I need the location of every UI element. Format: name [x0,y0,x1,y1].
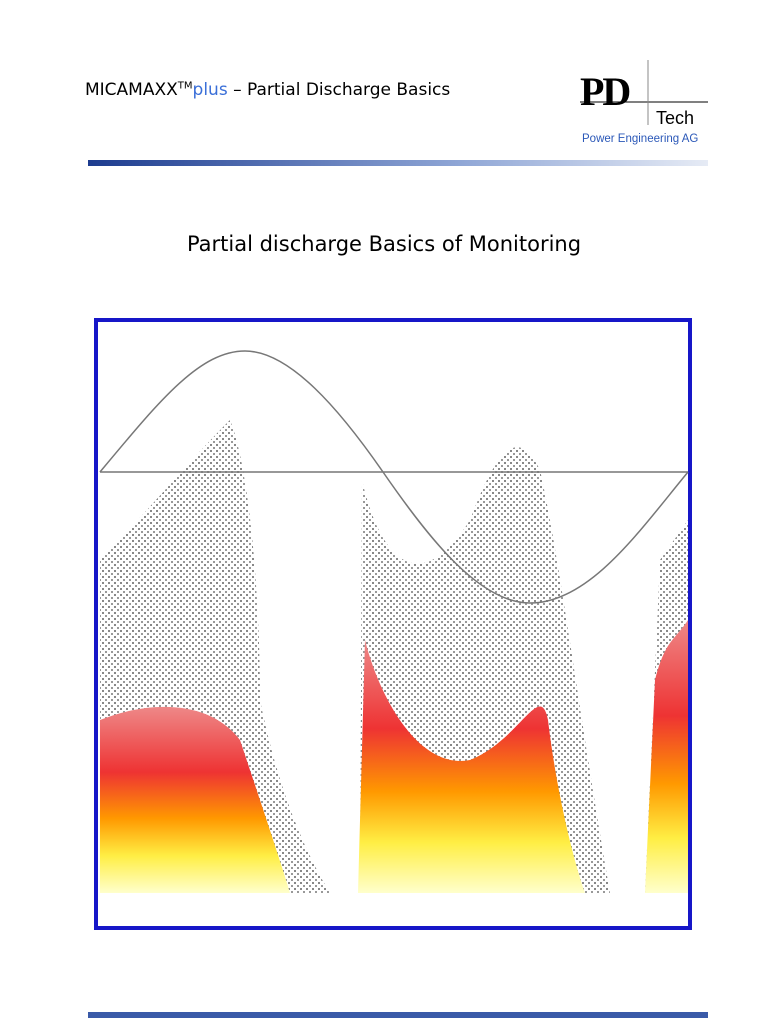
logo-company: Power Engineering AG [582,133,699,145]
page-title: Partial discharge Basics of Monitoring [186,232,582,256]
logo-mark: PD [580,69,631,114]
discharge-clusters [100,420,688,893]
cluster-dense [645,620,688,893]
footer-rule [88,1012,708,1018]
plus: plus [192,80,228,100]
product: MICAMAXX [85,80,178,100]
cluster-dense [358,640,585,893]
header: MICAMAXXTMplus – Partial Discharge Basic… [85,80,450,100]
trademark: TM [177,80,193,92]
header-rule [88,160,708,166]
logo-tech: Tech [656,108,695,128]
cluster-dense [100,706,290,893]
header-subtitle: – Partial Discharge Basics [233,80,451,100]
voltage-sine [99,350,689,604]
